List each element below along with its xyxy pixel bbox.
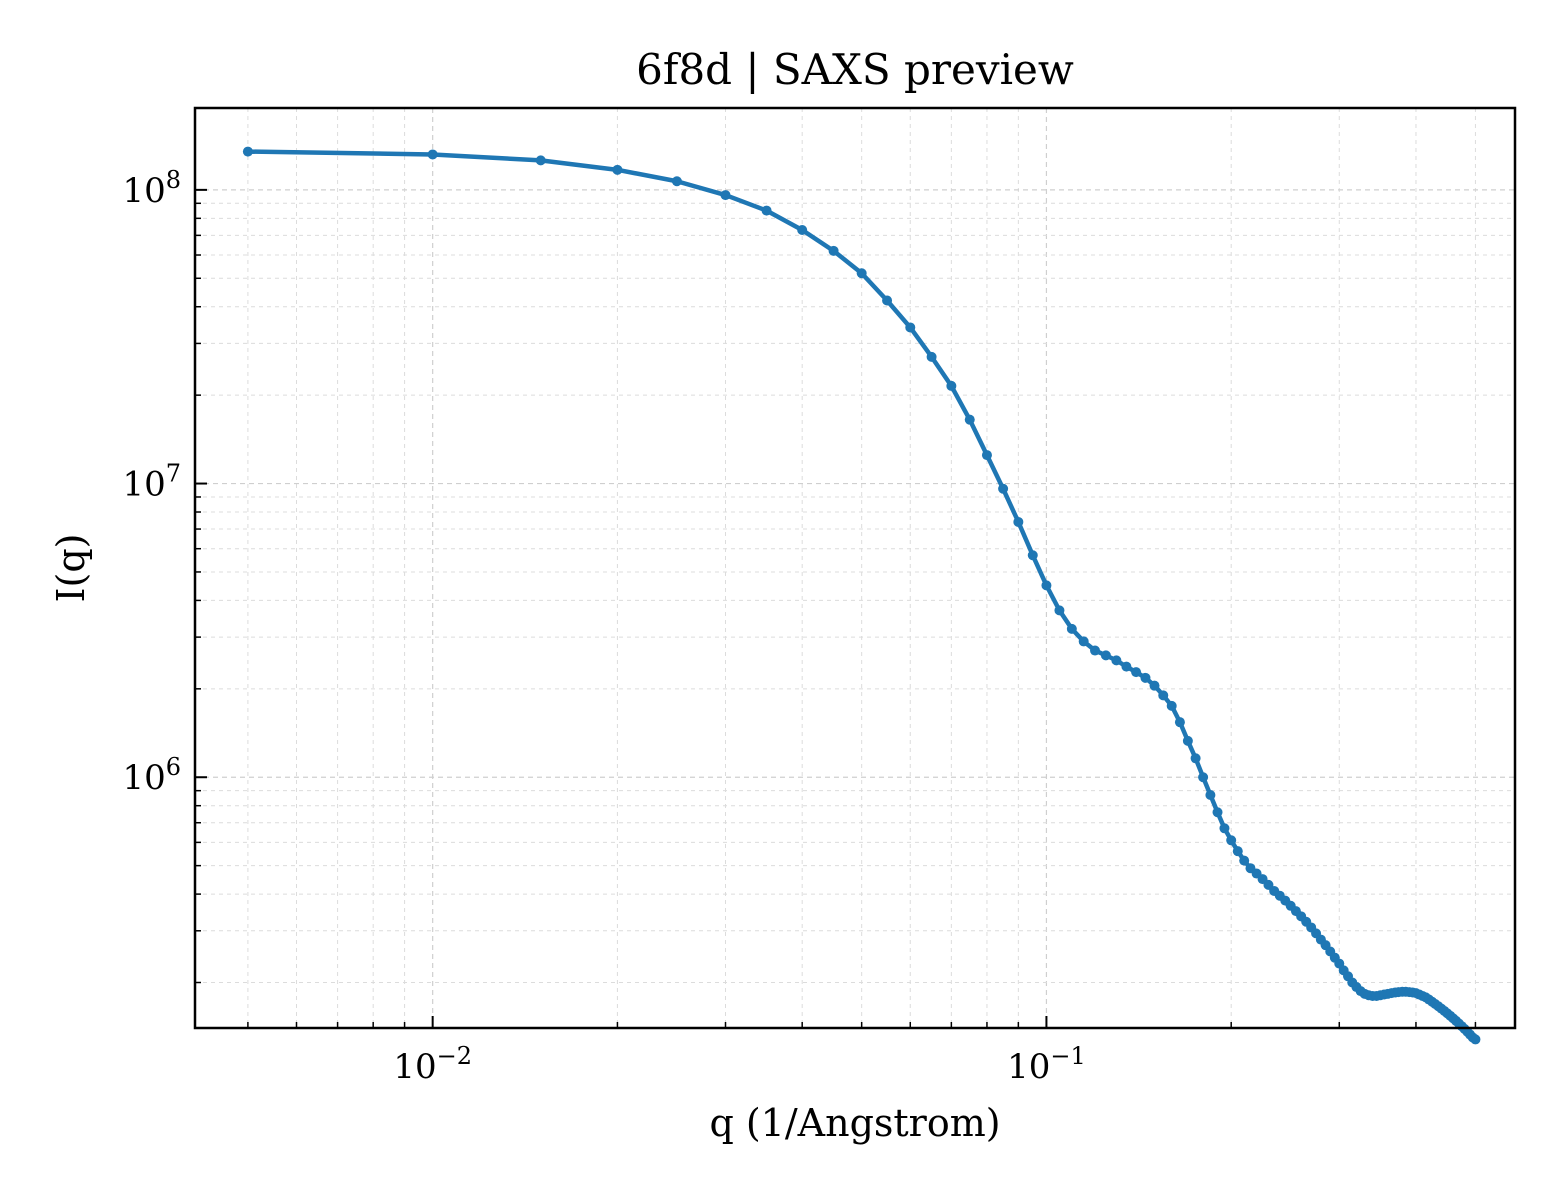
data-point — [612, 164, 623, 175]
data-point — [1205, 789, 1216, 800]
x-tick-label: 10−2 — [393, 1042, 472, 1087]
data-point — [1158, 690, 1169, 701]
plot-frame — [193, 106, 1517, 1030]
data-point — [828, 245, 839, 256]
data-point — [1140, 672, 1151, 683]
data-point — [905, 322, 916, 333]
x-tick-label: 10−1 — [1007, 1042, 1086, 1087]
data-point — [998, 483, 1009, 494]
data-point — [1226, 835, 1237, 846]
data-point — [882, 295, 893, 306]
data-point — [242, 146, 253, 157]
data-point — [1121, 661, 1132, 672]
data-point — [1066, 623, 1077, 634]
data-point — [671, 176, 682, 187]
y-axis-label: I(q) — [49, 534, 93, 603]
data-point — [1174, 717, 1185, 728]
data-point — [1212, 807, 1223, 818]
data-point — [1149, 680, 1160, 691]
data-point — [1041, 580, 1052, 591]
data-point — [1111, 655, 1122, 666]
chart-title: 6f8d | SAXS preview — [636, 45, 1074, 94]
data-point — [1219, 823, 1230, 834]
data-point — [720, 190, 731, 201]
data-point — [946, 380, 957, 391]
y-tick-label: 108 — [122, 166, 181, 211]
data-point — [1182, 735, 1193, 746]
data-point — [1054, 605, 1065, 616]
plot-area — [242, 146, 1481, 1045]
data-point — [535, 155, 546, 166]
data-point — [1078, 636, 1089, 647]
data-point — [981, 450, 992, 461]
data-point — [1027, 550, 1038, 561]
data-point — [856, 268, 867, 279]
data-point — [1100, 650, 1111, 661]
data-point — [1470, 1034, 1481, 1045]
data-point — [797, 225, 808, 236]
x-axis-label: q (1/Angstrom) — [709, 1101, 1000, 1145]
data-point — [1190, 753, 1201, 764]
data-point — [1090, 645, 1101, 656]
y-tick-label: 106 — [122, 753, 181, 798]
data-point — [1232, 846, 1243, 857]
data-point — [964, 414, 975, 425]
data-point — [926, 351, 937, 362]
data-point — [1198, 772, 1209, 783]
data-point — [1239, 855, 1250, 866]
data-point — [1166, 700, 1177, 711]
grid-lines — [195, 108, 1515, 1028]
data-point — [1013, 516, 1024, 527]
data-point — [1131, 667, 1142, 678]
axis-ticks: 10−2 10−1 106 107 108 — [122, 166, 1477, 1087]
data-point — [427, 149, 438, 160]
y-tick-label: 107 — [122, 460, 181, 505]
data-point — [761, 205, 772, 216]
